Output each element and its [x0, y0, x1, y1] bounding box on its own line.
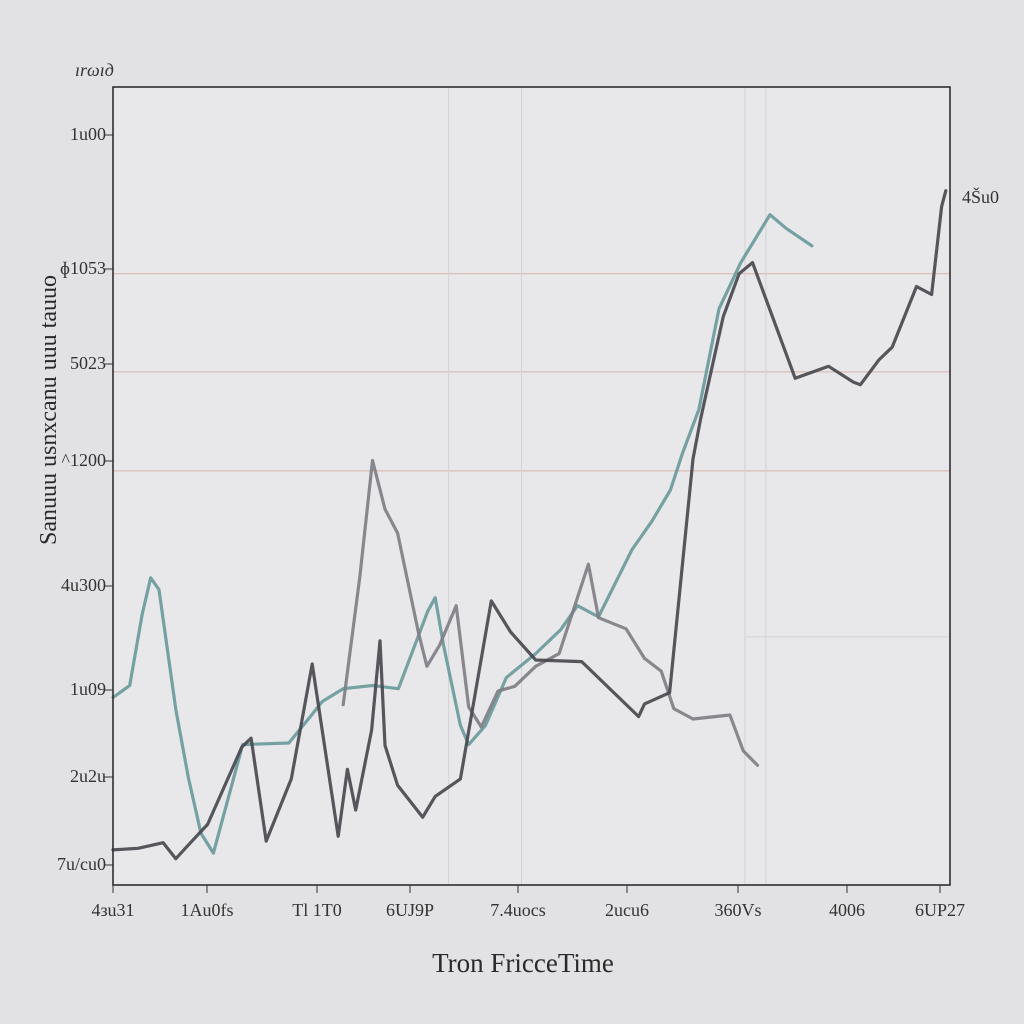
y-axis: 1u00 ɸ1053 5023 ^1200 4u300 1u09 2u2u 7u/сu0: [57, 124, 113, 874]
x-tick-label: 7.4uoсs: [490, 900, 546, 920]
x-tick-label: 4006: [829, 900, 865, 920]
series-line-teal: [111, 213, 814, 855]
x-tick-label: Tl 1T0: [292, 900, 342, 920]
series-line-dark: [111, 189, 948, 861]
y-axis-title: Sanuuu usnxcanu uuu tauuo: [36, 275, 62, 545]
y-tick-label: 1u00: [70, 124, 106, 144]
corner-label: ırωıд: [75, 60, 114, 80]
x-axis: 4зu31 1Au0fs Tl 1T0 6UJ9P 7.4uoсs 2uсu6 360Vs 4…: [91, 885, 965, 920]
right-value-label: 4Šu0: [962, 186, 999, 207]
plot-frame: [112, 86, 951, 886]
series-line-mid-gray: [341, 458, 760, 767]
x-tick-label: 2uсu6: [605, 900, 649, 920]
y-tick-label: ɸ1053: [60, 258, 106, 278]
grid: [113, 87, 950, 885]
x-tick-label: 6UJ9P: [386, 900, 434, 920]
x-tick-label: 6UР27: [915, 900, 965, 920]
y-tick-label: 4u300: [61, 575, 106, 595]
y-tick-label: 2u2u: [70, 766, 106, 786]
y-tick-label: ^1200: [62, 450, 106, 470]
x-tick-label: 4зu31: [91, 900, 134, 920]
y-tick-label: 5023: [70, 353, 106, 373]
series-group: [111, 189, 948, 861]
y-tick-label: 1u09: [70, 679, 106, 699]
x-axis-title: Tron FricceTime: [432, 948, 614, 978]
x-tick-label: 360Vs: [714, 900, 761, 920]
x-tick-label: 1Au0fs: [181, 900, 234, 920]
y-tick-label: 7u/сu0: [57, 854, 106, 874]
